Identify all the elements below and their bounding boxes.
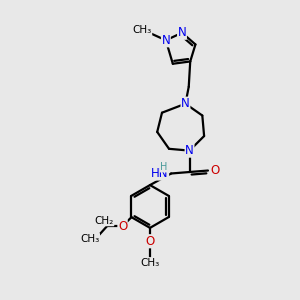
Text: N: N [178,26,186,39]
Text: CH₂: CH₂ [94,216,114,226]
Text: N: N [181,97,190,110]
Text: CH₃: CH₃ [80,234,100,244]
Text: O: O [118,220,127,232]
Text: CH₃: CH₃ [140,258,160,268]
Text: O: O [210,164,219,177]
Text: CH₃: CH₃ [133,26,152,35]
Text: H: H [160,162,167,172]
Text: N: N [185,144,194,157]
Text: N: N [161,34,170,47]
Text: O: O [146,235,154,248]
Text: HN: HN [151,167,169,180]
